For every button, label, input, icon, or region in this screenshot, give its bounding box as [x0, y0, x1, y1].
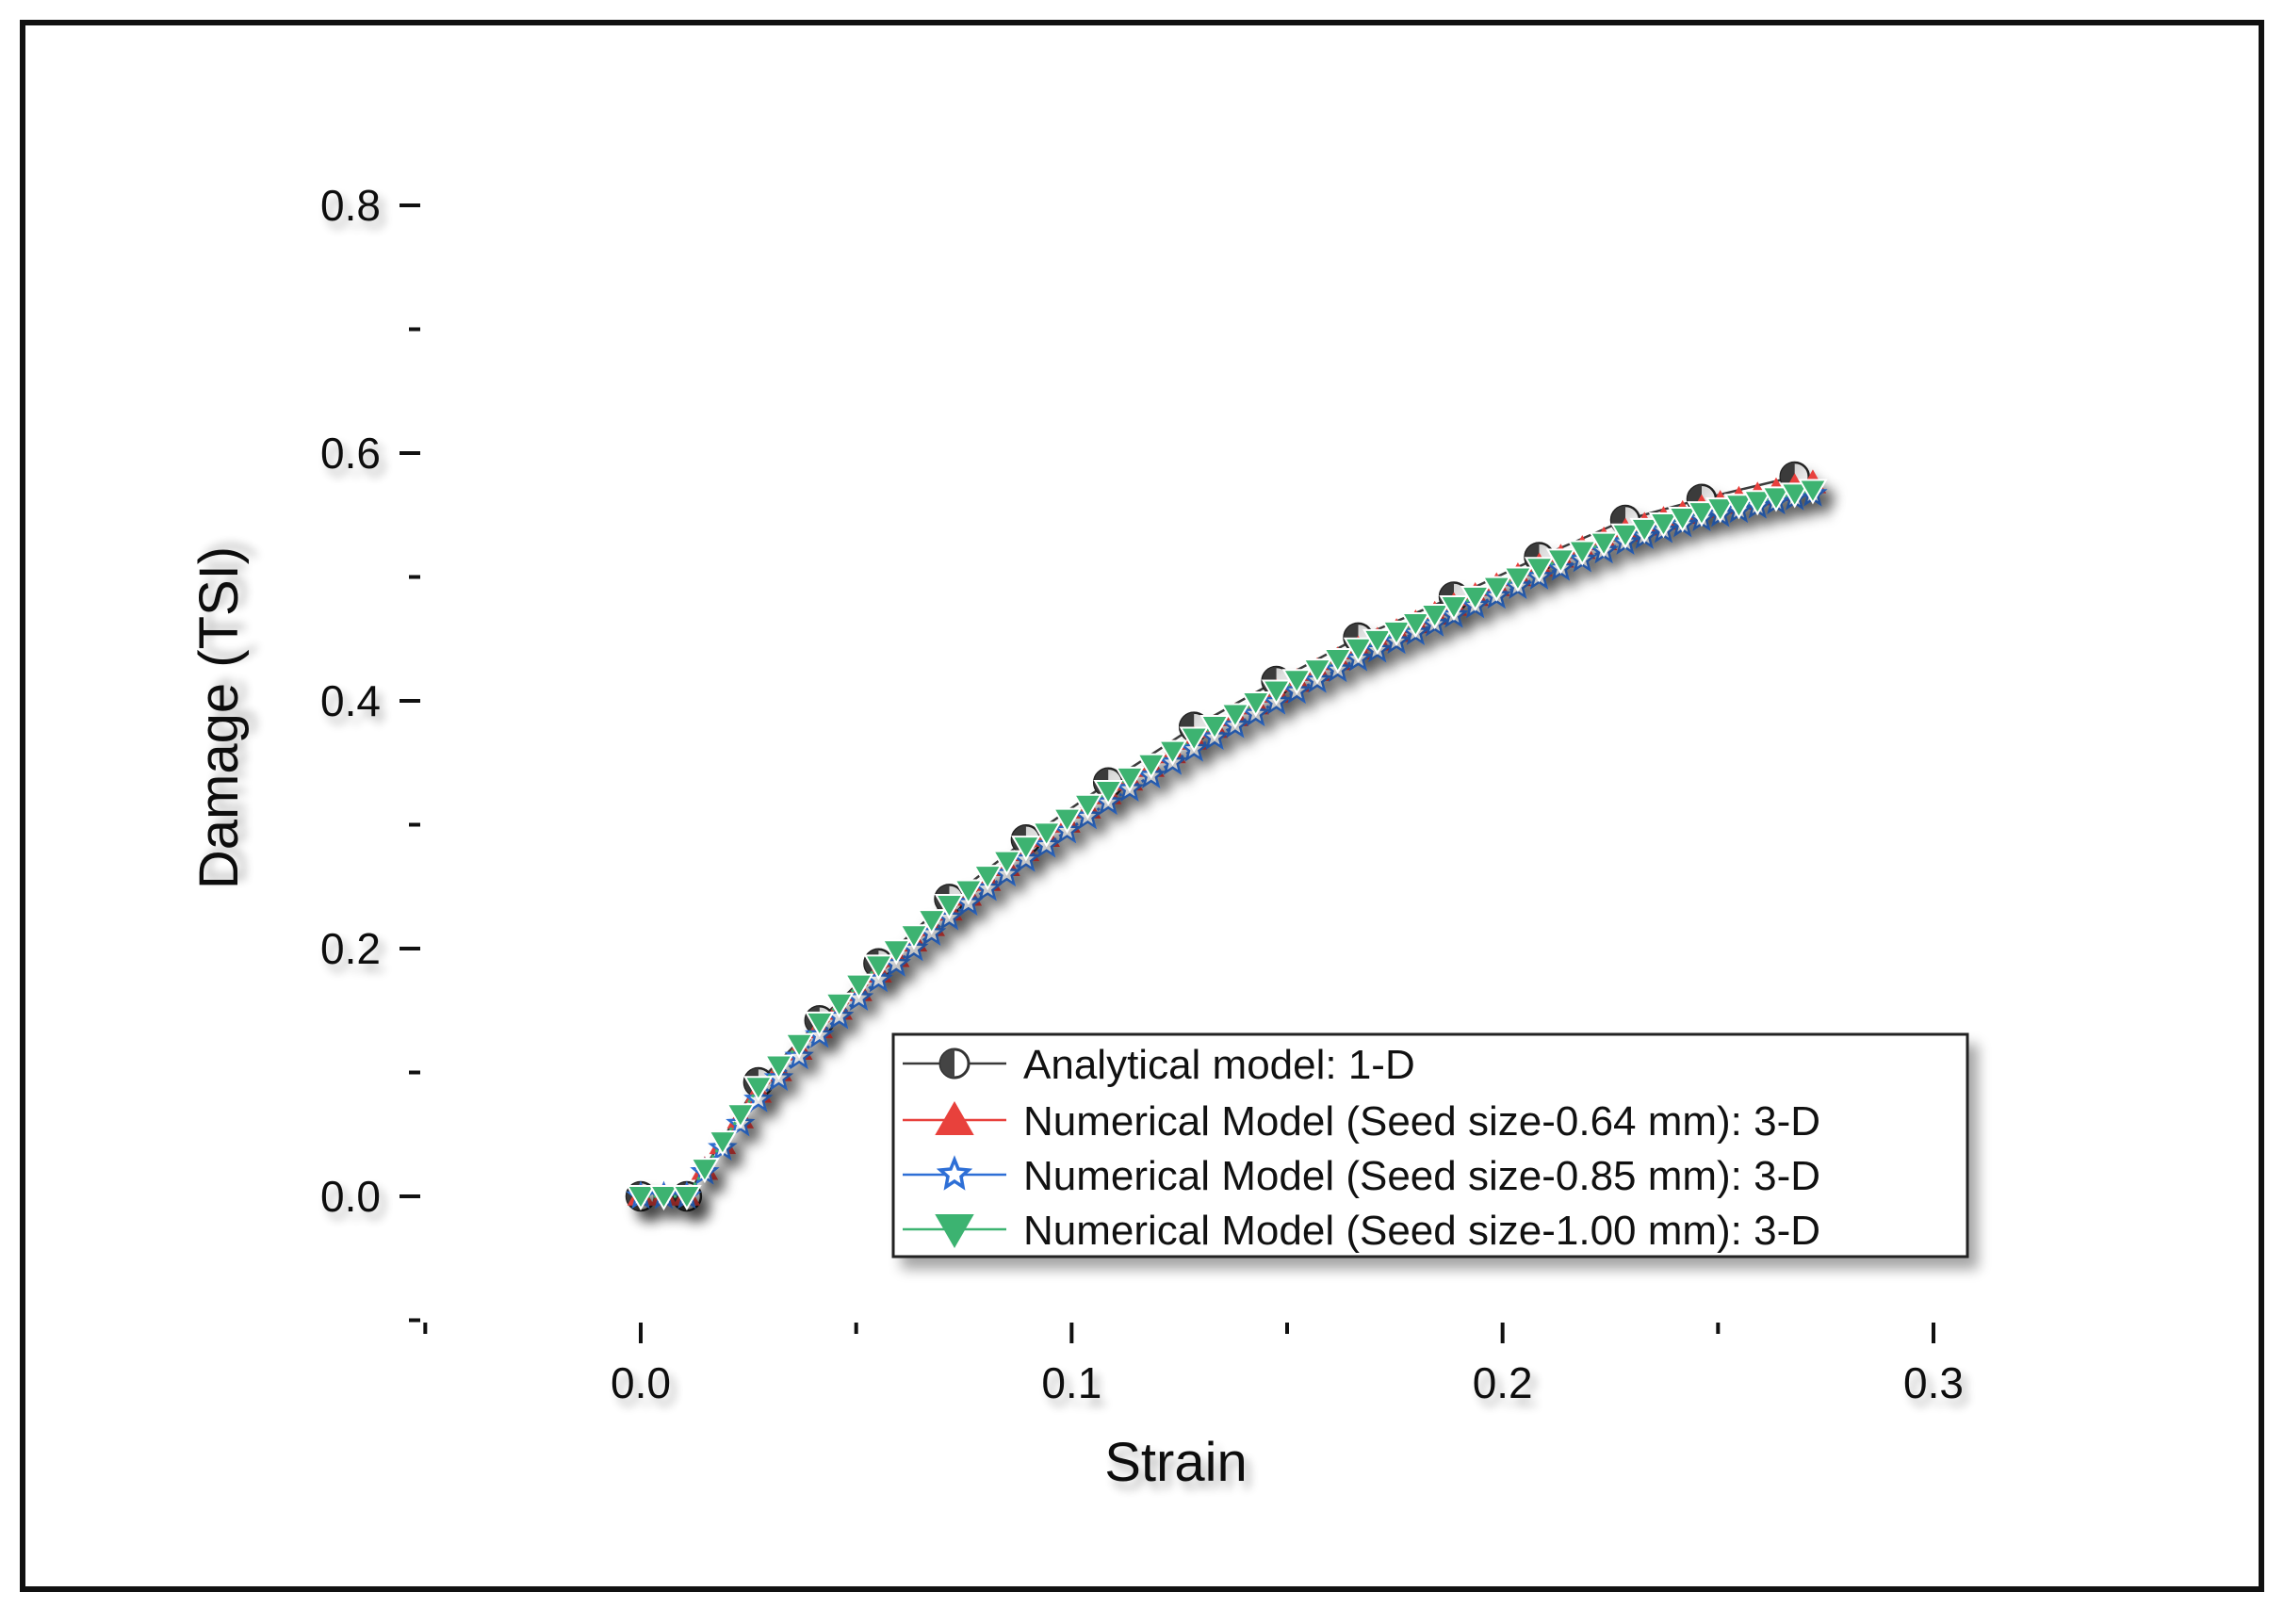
data-point	[1135, 753, 1166, 779]
data-point	[626, 1185, 656, 1210]
data-point	[1031, 821, 1062, 848]
data-point	[1798, 479, 1828, 505]
data-point	[1589, 531, 1619, 558]
y-tick-labels: 0.0 0.2 0.4 0.6 0.8	[320, 181, 381, 1221]
data-point	[708, 1130, 738, 1157]
figure-frame	[20, 20, 2264, 1592]
data-point	[1629, 517, 1659, 544]
data-point	[1567, 540, 1598, 566]
y-tick-label: 0.6	[320, 429, 381, 478]
y-axis-label: Damage (TSI)	[188, 546, 250, 889]
data-point	[1761, 486, 1791, 512]
data-point	[1545, 548, 1576, 575]
data-point	[1779, 482, 1810, 509]
x-tick-labels: 0.0 0.1 0.2 0.3	[611, 1358, 1964, 1407]
data-point	[863, 954, 894, 981]
data-point	[1072, 793, 1103, 820]
legend-marker-triangle-down-icon	[935, 1214, 974, 1249]
data-point	[1481, 576, 1512, 602]
x-tick-label: 0.3	[1903, 1358, 1964, 1407]
legend-entry: Numerical Model (Seed size-1.00 mm): 3-D	[903, 1208, 1820, 1254]
data-point	[1419, 604, 1450, 629]
data-point	[805, 1011, 835, 1037]
x-tick-label: 0.0	[611, 1358, 671, 1407]
data-point	[972, 865, 1003, 891]
data-point	[954, 879, 984, 905]
legend-entry: Numerical Model (Seed size-0.64 mm): 3-D	[903, 1098, 1820, 1145]
y-tick-label: 0.0	[320, 1172, 381, 1221]
legend-label: Numerical Model (Seed size-1.00 mm): 3-D	[1023, 1208, 1820, 1254]
legend: Analytical model: 1-D Numerical Model (S…	[891, 1032, 1969, 1259]
data-point	[1524, 557, 1555, 583]
data-point	[1052, 807, 1083, 834]
data-point	[784, 1032, 814, 1059]
data-point	[1093, 779, 1123, 805]
data-point	[743, 1076, 774, 1102]
legend-label: Numerical Model (Seed size-0.64 mm): 3-D	[1023, 1098, 1820, 1145]
data-point	[1610, 523, 1640, 549]
y-tick-label: 0.8	[320, 181, 381, 230]
data-point	[1687, 501, 1717, 528]
data-point	[1460, 585, 1491, 611]
legend-marker-triangle-up-icon	[935, 1100, 974, 1135]
data-point	[1362, 628, 1393, 655]
x-tick-label: 0.1	[1041, 1358, 1101, 1407]
data-point	[1220, 703, 1250, 729]
data-point	[1302, 658, 1332, 685]
x-axis-label: Strain	[1104, 1432, 1248, 1493]
data-point	[824, 992, 855, 1018]
axis-ticks	[400, 203, 1935, 1343]
data-point	[763, 1054, 794, 1080]
data-point	[1261, 679, 1292, 706]
data-point	[899, 924, 929, 950]
legend-label: Numerical Model (Seed size-0.85 mm): 3-D	[1023, 1153, 1820, 1199]
data-point	[726, 1103, 756, 1129]
data-point	[881, 939, 911, 966]
data-point	[1115, 766, 1145, 792]
legend-label: Analytical model: 1-D	[1023, 1042, 1415, 1088]
series-4	[626, 479, 1828, 1210]
data-point	[1400, 611, 1431, 638]
data-point	[916, 909, 947, 935]
x-tick-label: 0.2	[1473, 1358, 1533, 1407]
data-point	[991, 850, 1022, 876]
legend-entry: Analytical model: 1-D	[903, 1042, 1415, 1088]
data-point	[648, 1185, 679, 1210]
data-point	[934, 893, 965, 919]
data-point	[1157, 739, 1188, 766]
plot-area: 0.0 0.2 0.4 0.6 0.8 0.0 0.1 0.2 0.3 Stra…	[188, 181, 1964, 1493]
data-point	[843, 973, 874, 999]
series-layer	[625, 461, 1828, 1212]
data-point	[1381, 620, 1411, 646]
data-point	[1343, 637, 1374, 663]
legend-box	[891, 1032, 1969, 1259]
data-point	[1705, 497, 1736, 524]
legend-entry: Numerical Model (Seed size-0.85 mm): 3-D	[903, 1153, 1820, 1199]
data-point	[1240, 690, 1271, 717]
data-point	[1179, 726, 1209, 753]
data-point	[1503, 566, 1533, 593]
data-point	[1011, 836, 1041, 862]
data-point	[1322, 647, 1353, 674]
legend-marker-half-circle-icon	[938, 1047, 971, 1080]
data-point	[690, 1158, 720, 1184]
data-point	[672, 1185, 702, 1210]
y-tick-label: 0.2	[320, 924, 381, 973]
y-tick-label: 0.4	[320, 676, 381, 725]
data-point	[1439, 595, 1469, 622]
legend-marker-star-icon	[936, 1155, 973, 1191]
data-point	[1742, 490, 1772, 516]
data-point	[1281, 669, 1313, 695]
data-point	[1199, 714, 1230, 740]
data-point	[1648, 512, 1679, 538]
data-point	[1723, 494, 1754, 520]
data-point	[1667, 507, 1698, 533]
